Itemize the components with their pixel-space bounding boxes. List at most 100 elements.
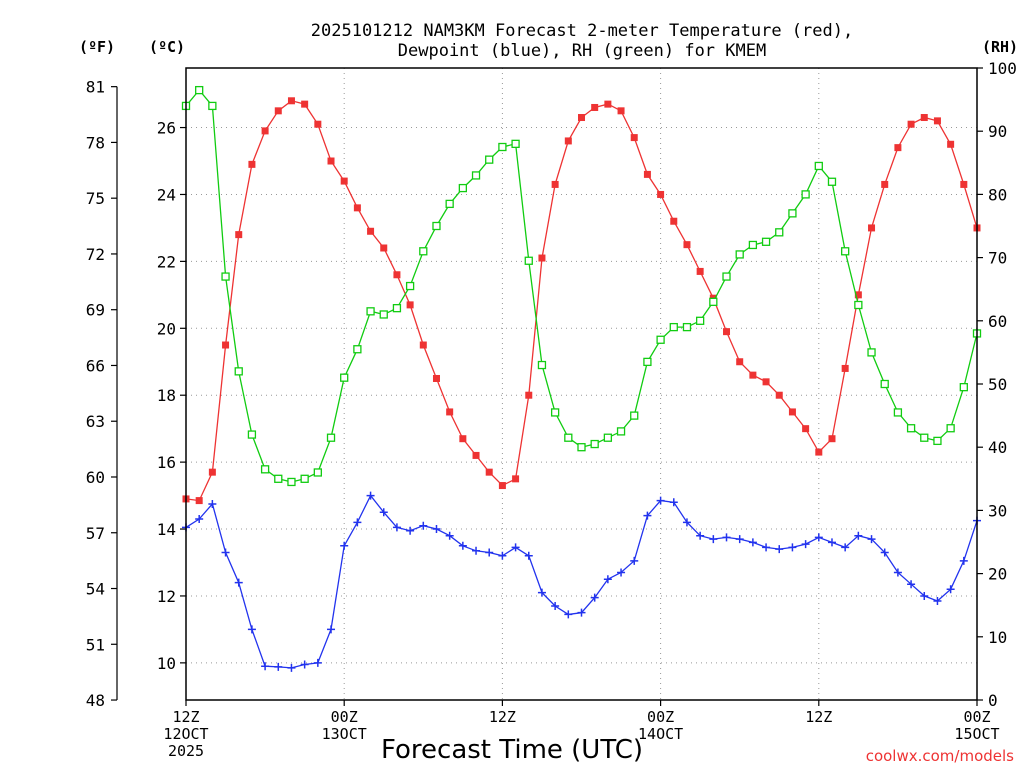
dewpoint-point [907, 580, 916, 589]
rh-point [485, 155, 494, 164]
fahrenheit-tick-label: 66 [86, 356, 105, 375]
rh-point [814, 161, 823, 171]
dewpoint-point [379, 508, 388, 517]
x-tick-label: 12Z [172, 708, 199, 726]
plot-frame [185, 67, 978, 701]
rh-tick-label: 40 [988, 438, 1007, 457]
dewpoint-point [748, 538, 757, 547]
source-credit: coolwx.com/models [866, 747, 1014, 765]
celsius-tick-label: 26 [157, 119, 176, 138]
dewpoint-point [959, 556, 968, 565]
temperature-point [367, 227, 375, 235]
rh-point [524, 256, 533, 265]
rh-point [564, 433, 573, 442]
temperature-point [854, 291, 862, 299]
dewpoint-point [617, 568, 626, 577]
dewpoint-point [801, 540, 810, 549]
celsius-tick-label: 12 [157, 587, 176, 606]
rh-point [445, 199, 454, 209]
temperature-point [459, 435, 467, 443]
rh-point [696, 316, 705, 325]
data-series [181, 85, 982, 672]
rh-tick-label: 10 [988, 628, 1007, 647]
temperature-point [920, 114, 928, 122]
fahrenheit-unit-label: (ºF) [79, 38, 115, 56]
dewpoint-point [696, 531, 705, 540]
dewpoint-point [419, 521, 428, 530]
rh-point [761, 237, 771, 246]
dewpoint-point [933, 596, 942, 605]
rh-unit-label: (RH) [982, 38, 1018, 56]
celsius-tick-label: 16 [157, 453, 176, 472]
temperature-point [578, 114, 585, 122]
dewpoint-point [762, 543, 771, 552]
x-tick-label: 12Z [489, 708, 516, 726]
rh-point [274, 474, 283, 483]
temperature-point [261, 127, 269, 135]
dewpoint-point [221, 548, 230, 557]
rh-point [313, 468, 322, 477]
rh-point [827, 177, 837, 186]
temperature-point [749, 371, 757, 379]
dewpoint-point [247, 625, 256, 634]
fahrenheit-tick-label: 57 [86, 524, 105, 543]
rh-point [920, 433, 929, 442]
rh-point [511, 139, 520, 148]
temperature-point [723, 328, 731, 336]
temperature-point [788, 408, 796, 416]
dewpoint-point [841, 543, 850, 552]
rh-point [841, 247, 850, 256]
x-tick-label: 14OCT [638, 725, 683, 743]
rh-point [300, 474, 309, 483]
celsius-unit-label: (ºC) [149, 38, 185, 56]
temperature-point [815, 448, 823, 456]
temperature-point [353, 204, 361, 212]
temperature-point [485, 468, 493, 476]
rh-point [630, 411, 639, 420]
temperature-point [947, 140, 955, 148]
rh-point [208, 101, 217, 111]
temperature-point [327, 157, 335, 165]
rh-point [643, 357, 652, 367]
temperature-point [683, 241, 691, 249]
dewpoint-line [185, 494, 978, 669]
dewpoint-point [406, 526, 415, 535]
x-tick-label: 13OCT [322, 725, 367, 743]
temperature-point [248, 160, 256, 168]
rh-point [458, 183, 468, 193]
temperature-point [551, 180, 559, 188]
rh-point [946, 424, 955, 433]
rh-tick-label: 50 [988, 375, 1007, 394]
temperature-point [380, 244, 388, 252]
dewpoint-point [827, 538, 836, 547]
temperature-point [841, 364, 849, 372]
dewpoint-point [432, 525, 441, 534]
fahrenheit-tick-label: 72 [86, 245, 105, 264]
celsius-tick-label: 24 [157, 185, 176, 204]
temperature-point [195, 497, 203, 505]
celsius-tick-label: 20 [157, 319, 176, 338]
temperature-point [881, 180, 889, 188]
dewpoint-point [669, 498, 678, 507]
rh-point [735, 250, 744, 259]
chart-title-line-2: Dewpoint (blue), RH (green) for KMEM [398, 41, 766, 61]
dewpoint-point [274, 662, 283, 671]
temperature-point [419, 341, 427, 349]
rh-point [656, 335, 665, 344]
temperature-point [617, 107, 625, 115]
rh-point [603, 433, 613, 442]
dewpoint-point [340, 541, 349, 550]
temperature-point [472, 451, 480, 459]
dewpoint-point [472, 546, 481, 555]
x-tick-label: 12OCT [163, 725, 208, 743]
temperature-point [591, 103, 599, 111]
temperature-point [736, 358, 744, 366]
temperature-point [393, 271, 401, 279]
rh-tick-label: 80 [988, 185, 1007, 204]
rh-point [906, 424, 916, 433]
temperature-line [185, 100, 978, 502]
celsius-tick-label: 14 [157, 520, 176, 539]
dewpoint-point [643, 511, 652, 520]
